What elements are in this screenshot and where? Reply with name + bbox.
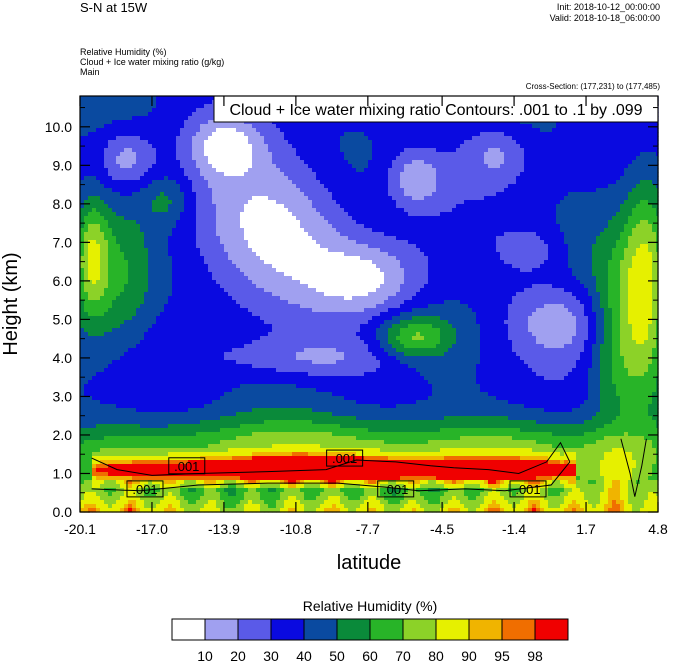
- colorbar-title: Relative Humidity (%): [303, 598, 438, 614]
- colorbar-swatch: [501, 618, 536, 641]
- init-time: Init: 2018-10-12_00:00:00: [556, 2, 660, 12]
- contour-label: .001: [332, 451, 357, 466]
- valid-time: Valid: 2018-10-18_06:00:00: [549, 13, 660, 23]
- colorbar-swatch: [534, 618, 569, 641]
- contour-right-cell: [620, 438, 647, 497]
- colorbar-swatch: [204, 618, 239, 641]
- colorbar-level-label: 40: [296, 648, 312, 664]
- y-tick-label: 8.0: [53, 196, 73, 212]
- colorbar-level-label: 10: [197, 648, 213, 664]
- variable-cloud: Cloud + Ice water mixing ratio (g/kg): [80, 57, 225, 67]
- x-tick-label: -10.8: [280, 521, 312, 537]
- cross-section-label: Cross-Section: (177,231) to (177,485): [525, 82, 660, 91]
- x-tick-label: -4.5: [430, 521, 454, 537]
- x-tick-label: -13.9: [208, 521, 240, 537]
- y-tick-label: 6.0: [53, 273, 73, 289]
- y-tick-label: 7.0: [53, 234, 73, 250]
- x-tick-label: -7.7: [356, 521, 380, 537]
- variable-rh: Relative Humidity (%): [80, 47, 167, 57]
- colorbar-level-label: 20: [230, 648, 246, 664]
- colorbar-swatch: [270, 618, 305, 641]
- x-tick-label: 4.8: [648, 521, 668, 537]
- x-tick-label: -20.1: [64, 521, 96, 537]
- y-tick-label: 5.0: [53, 311, 73, 327]
- contour-legend-box: [213, 95, 659, 123]
- variable-list: Relative Humidity (%) Cloud + Ice water …: [80, 47, 224, 77]
- colorbar-swatch: [171, 618, 206, 641]
- colorbar-swatch: [402, 618, 437, 641]
- x-tick-label: -17.0: [136, 521, 168, 537]
- contour-label-box: [126, 480, 164, 498]
- colorbar-swatch: [303, 618, 338, 641]
- y-tick-label: 0.0: [53, 504, 73, 520]
- colorbar-swatch: [468, 618, 503, 641]
- cloud-water-contours: [91, 438, 647, 497]
- colorbar-level-label: 50: [329, 648, 345, 664]
- colorbar-swatch: [435, 618, 470, 641]
- colorbar-level-label: 70: [395, 648, 411, 664]
- x-tick-label: -1.4: [502, 521, 526, 537]
- contour-label: .001: [515, 482, 540, 497]
- colorbar-level-label: 30: [263, 648, 279, 664]
- colorbar-level-label: 90: [461, 648, 477, 664]
- chart-title: S-N at 15W: [80, 0, 148, 15]
- contour-upper-edge: [91, 441, 571, 476]
- contour-label-box: [326, 449, 364, 467]
- x-tick-label: 1.7: [576, 521, 596, 537]
- contour-legend-text: Cloud + Ice water mixing ratio Contours:…: [229, 102, 642, 119]
- y-tick-label: 2.0: [53, 427, 73, 443]
- contour-label: .001: [132, 482, 157, 497]
- colorbar-swatch: [237, 618, 272, 641]
- rh-shading: [80, 96, 659, 513]
- contour-label: .001: [174, 459, 199, 474]
- y-tick-label: 1.0: [53, 465, 73, 481]
- init-valid-time: Init: 2018-10-12_00:00:00 Valid: 2018-10…: [550, 2, 660, 24]
- contour-lower-edge: [91, 461, 571, 492]
- colorbar-level-label: 98: [527, 648, 543, 664]
- y-tick-label: 9.0: [53, 157, 73, 173]
- y-tick-label: 10.0: [45, 119, 72, 135]
- contour-label-box: [509, 480, 547, 498]
- y-tick-label: 4.0: [53, 350, 73, 366]
- colorbar-level-label: 95: [494, 648, 510, 664]
- colorbar-level-label: 80: [428, 648, 444, 664]
- contour-label-box: [168, 457, 206, 475]
- y-axis-label: Height (km): [0, 252, 22, 355]
- variable-main: Main: [80, 67, 100, 77]
- y-tick-label: 3.0: [53, 388, 73, 404]
- colorbar-swatch: [336, 618, 371, 641]
- x-axis-label: latitude: [337, 552, 402, 574]
- contour-label: .001: [383, 482, 408, 497]
- contour-label-box: [377, 480, 415, 498]
- colorbar-level-label: 60: [362, 648, 378, 664]
- plot-frame: [79, 95, 659, 513]
- colorbar-swatch: [369, 618, 404, 641]
